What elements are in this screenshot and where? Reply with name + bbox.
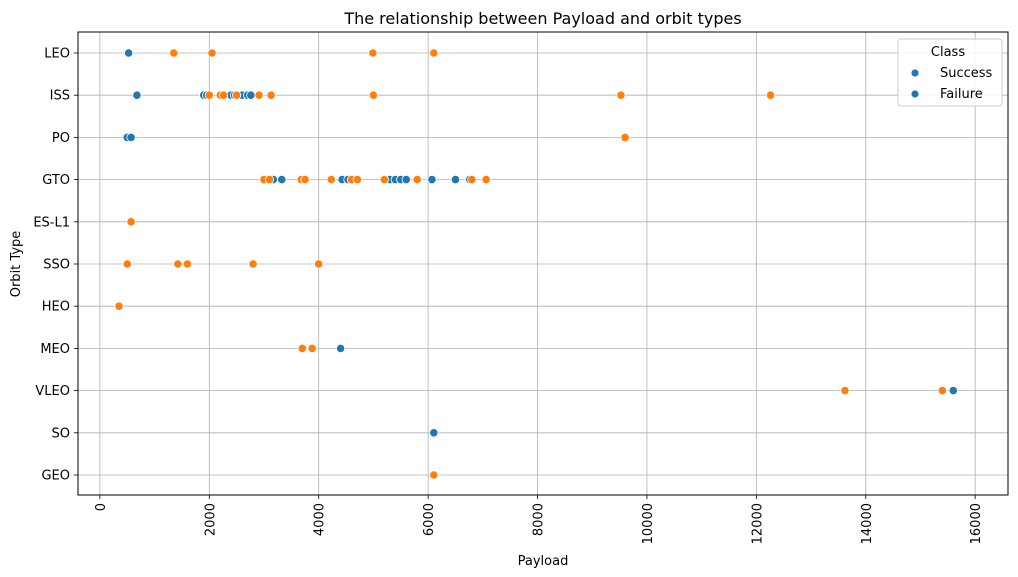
- ticks-layer: 0 2000 4000 6000 8000 10000 12000 14000 16000 LEO…: [33, 47, 984, 545]
- y-axis-label: Orbit Type: [9, 231, 24, 298]
- data-point-class-1: [204, 90, 214, 100]
- x-tick-label: 8000: [532, 503, 547, 536]
- data-point-class-1: [840, 385, 850, 396]
- legend: Class Success Failure: [897, 38, 1003, 107]
- x-tick-label: 10000: [641, 503, 656, 544]
- y-tick-label: SO: [52, 426, 70, 441]
- data-point-class-0: [335, 343, 346, 353]
- data-point-class-1: [429, 470, 439, 480]
- legend-marker-failure: [910, 89, 920, 99]
- data-point-class-1: [379, 175, 389, 185]
- legend-label-failure: Failure: [940, 87, 983, 102]
- data-point-class-1: [169, 48, 179, 58]
- data-point-class-1: [297, 343, 307, 353]
- y-tick-label: VLEO: [35, 384, 70, 399]
- y-tick-label: HEO: [42, 300, 70, 315]
- data-point-class-1: [126, 217, 136, 227]
- data-point-class-1: [429, 48, 439, 58]
- data-point-class-1: [114, 301, 124, 311]
- data-point-class-1: [765, 90, 776, 100]
- x-tick-label: 2000: [203, 503, 218, 536]
- x-tick-label: 16000: [969, 503, 984, 544]
- x-tick-label: 4000: [313, 503, 328, 536]
- data-point-class-1: [248, 259, 258, 269]
- y-tick-label: ES-L1: [33, 215, 70, 230]
- data-point-class-0: [246, 90, 256, 100]
- data-point-class-0: [401, 175, 411, 185]
- y-tick-label: ISS: [50, 89, 70, 104]
- points-layer: [114, 48, 958, 480]
- data-point-class-0: [124, 48, 134, 58]
- data-point-class-1: [173, 259, 183, 269]
- x-axis-label: Payload: [518, 554, 569, 569]
- data-point-class-1: [481, 175, 491, 185]
- grid-layer: [78, 32, 1008, 495]
- y-tick-label: GEO: [41, 469, 70, 484]
- data-point-class-1: [326, 175, 336, 185]
- data-point-class-1: [122, 259, 132, 269]
- data-point-class-1: [266, 90, 276, 100]
- data-point-class-1: [307, 343, 317, 353]
- data-point-class-0: [277, 175, 287, 185]
- x-tick-label: 6000: [422, 503, 437, 536]
- x-tick-label: 14000: [860, 503, 875, 544]
- data-point-class-1: [368, 90, 379, 100]
- legend-label-success: Success: [940, 66, 993, 81]
- legend-marker-success: [910, 68, 920, 78]
- data-point-class-1: [207, 48, 217, 58]
- data-point-class-1: [412, 175, 422, 185]
- data-point-class-1: [300, 175, 310, 185]
- legend-box: [897, 38, 1003, 107]
- data-point-class-1: [218, 90, 229, 100]
- data-point-class-1: [182, 259, 193, 269]
- data-point-class-1: [368, 48, 378, 58]
- y-tick-label: LEO: [44, 47, 70, 62]
- data-point-class-1: [232, 90, 242, 100]
- y-tick-label: GTO: [42, 173, 70, 188]
- legend-title: Class: [931, 45, 965, 60]
- data-point-class-1: [352, 175, 362, 185]
- data-point-class-1: [616, 90, 626, 100]
- data-point-class-1: [254, 90, 264, 100]
- data-point-class-0: [450, 175, 461, 185]
- y-tick-label: SSO: [43, 258, 70, 273]
- data-point-class-0: [132, 90, 142, 100]
- chart-title: The relationship between Payload and orb…: [343, 9, 741, 28]
- data-point-class-1: [937, 385, 947, 396]
- data-point-class-0: [126, 132, 136, 142]
- plot-frame: [77, 31, 1009, 496]
- x-tick-label: 0: [94, 503, 109, 511]
- data-point-class-1: [314, 259, 324, 269]
- y-tick-label: MEO: [40, 342, 70, 357]
- data-point-class-1: [620, 132, 630, 142]
- y-tick-label: PO: [52, 131, 70, 146]
- data-point-class-1: [467, 175, 477, 185]
- x-tick-label: 12000: [750, 503, 765, 544]
- data-point-class-0: [427, 175, 437, 185]
- data-point-class-0: [429, 428, 439, 438]
- data-point-class-1: [264, 175, 275, 185]
- data-point-class-0: [948, 385, 958, 396]
